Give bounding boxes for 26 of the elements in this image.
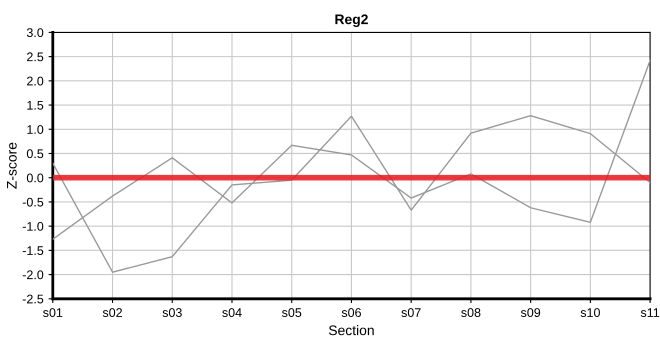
y-tick-label: -1.5 — [22, 246, 44, 256]
y-tick-label: -2.0 — [22, 270, 44, 280]
y-tick-label: 0.0 — [26, 174, 44, 182]
y-tick-label: -0.5 — [22, 198, 44, 207]
y-tick-label: 2.0 — [27, 76, 44, 86]
x-tick-label: s01 — [43, 308, 62, 318]
x-tick-label: s03 — [162, 308, 182, 318]
y-tick-label: 3.0 — [26, 28, 44, 38]
x-tick-label: s05 — [282, 308, 302, 318]
x-tick-label: s11 — [640, 308, 660, 318]
x-axis-title: Section — [328, 325, 374, 336]
chart-title: Reg2 — [335, 14, 368, 28]
y-tick-label: -2.5 — [22, 294, 44, 304]
x-tick-label: s08 — [461, 308, 480, 318]
y-tick-label: 0.5 — [26, 149, 44, 158]
y-tick-label: -1.0 — [22, 222, 44, 231]
y-tick-label: 1.5 — [27, 100, 44, 110]
y-tick-label: 1.0 — [27, 125, 44, 134]
x-tick-label: s02 — [102, 308, 122, 318]
x-tick-label: s06 — [342, 308, 361, 318]
x-tick-label: s09 — [520, 308, 540, 318]
x-tick-label: s04 — [222, 308, 242, 318]
x-tick-label: s10 — [580, 308, 600, 318]
y-tick-label: 2.5 — [27, 52, 44, 62]
x-tick-label: s07 — [401, 308, 421, 318]
y-axis-title: Z-score — [7, 142, 17, 189]
